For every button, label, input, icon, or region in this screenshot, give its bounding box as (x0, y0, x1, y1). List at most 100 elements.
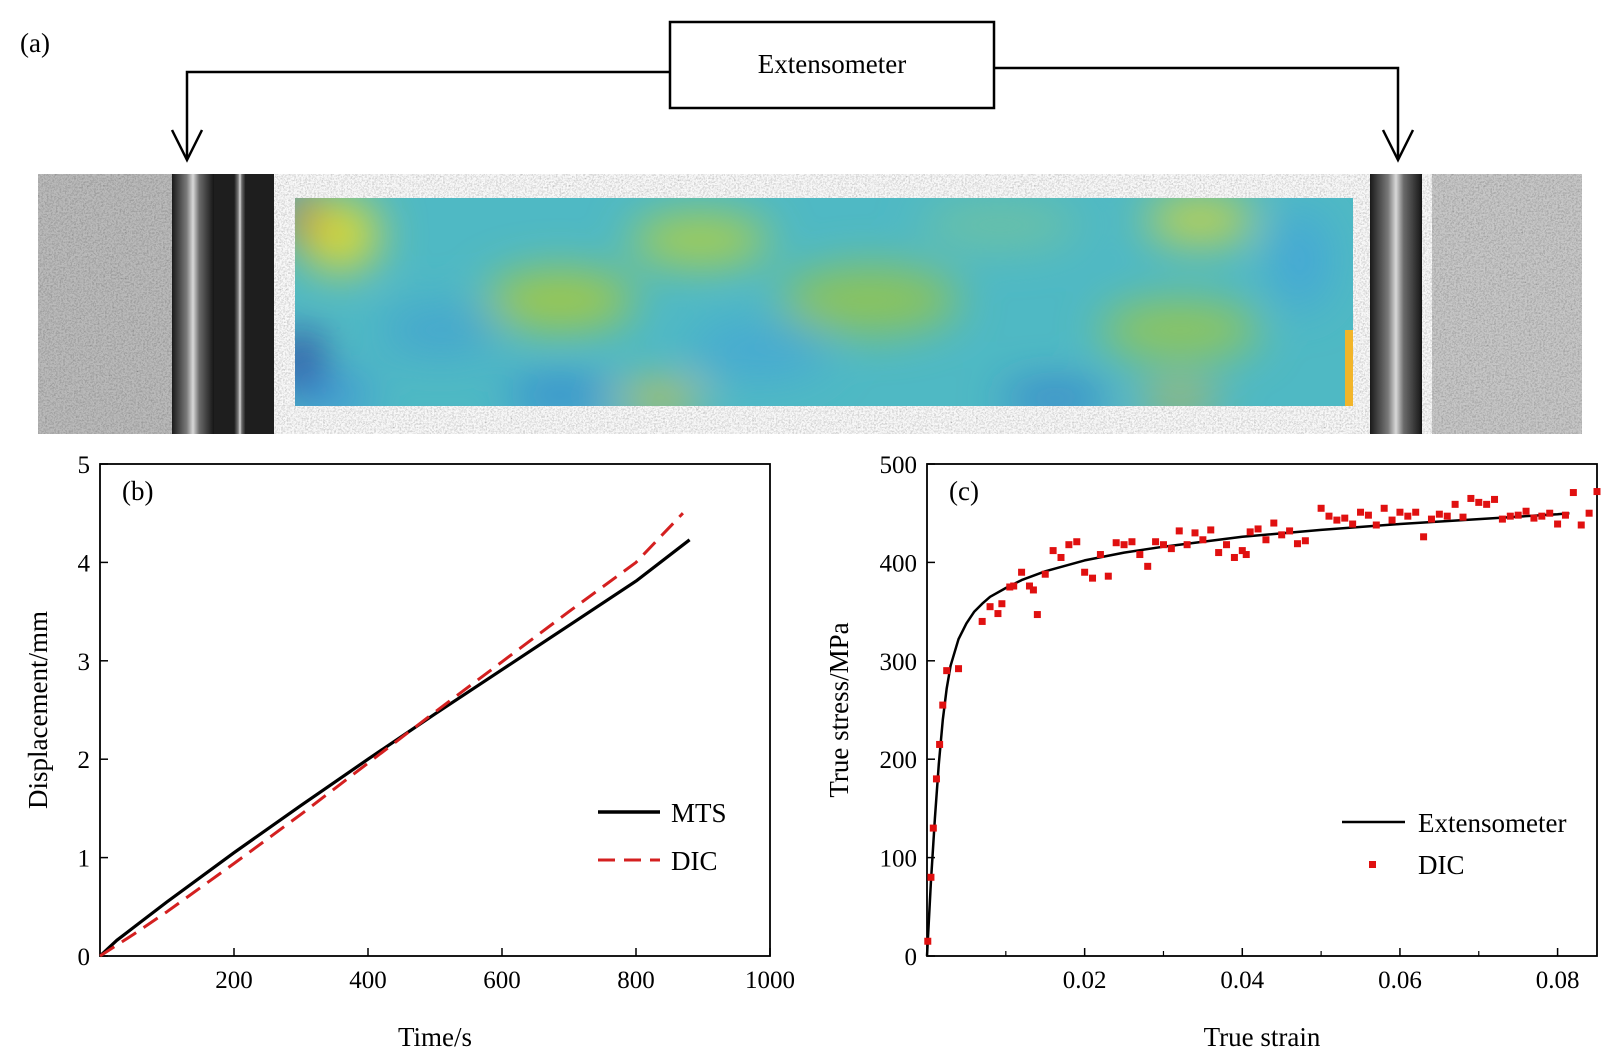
extensometer-callout: Extensometer (170, 20, 1415, 163)
chart-c-dic-point (1018, 568, 1026, 576)
chart-c-dic-point (1230, 553, 1238, 561)
chart-b-y-tick-label: 0 (78, 944, 91, 971)
chart-c-x-tick-label: 0.06 (1378, 967, 1422, 994)
chart-c-dic-point (1491, 495, 1499, 503)
chart-c-dic-point (1538, 512, 1546, 520)
chart-b-x-tick-label: 800 (617, 967, 655, 994)
chart-c-dic-point (936, 740, 944, 748)
extensometer-label: Extensometer (758, 49, 906, 79)
chart-c-dic-point (1104, 572, 1112, 580)
chart-c-dic-point (1286, 527, 1294, 535)
chart-c-series (924, 488, 1601, 957)
chart-c-dic-point (1546, 509, 1554, 517)
chart-c-dic-point (1029, 586, 1037, 594)
chart-c-dic-point (1254, 525, 1262, 533)
chart-c-dic-point (1065, 541, 1073, 549)
chart-c-dic-point (1372, 521, 1380, 529)
specimen-image (38, 174, 1582, 434)
chart-c-dic-point (1451, 500, 1459, 508)
panel-a: (a) Extensometer (20, 20, 1582, 434)
chart-c-dic-point (1270, 519, 1278, 527)
chart-c-dic-point (1554, 520, 1562, 528)
chart-c-y-tick-label: 100 (880, 846, 918, 873)
chart-c-dic-point (994, 610, 1002, 618)
chart-c-dic-point (1120, 541, 1128, 549)
chart-c-dic-point (1333, 516, 1341, 524)
chart-c-dic-point (1443, 512, 1451, 520)
chart-b-y-axis: 0 1 2 3 4 5 (78, 452, 108, 971)
chart-c-dic-point (932, 775, 940, 783)
chart-c-dic-point (1262, 536, 1270, 544)
right-knife-edge (1370, 174, 1422, 434)
chart-c-frame (926, 463, 1598, 957)
extensometer-box (668, 20, 996, 110)
chart-c-dic-point (1006, 583, 1014, 591)
chart-b: (b) 200 400 600 800 1000 0 1 2 3 4 5 Time/s Displ… (23, 452, 795, 1052)
chart-c-y-axis: 0 100 200 300 400 500 (880, 452, 935, 971)
chart-c-x-tick-label: 0.08 (1536, 967, 1580, 994)
chart-c-dic-point (1585, 509, 1593, 517)
chart-b-x-tick-label: 1000 (745, 967, 795, 994)
chart-c-dic-point (1183, 541, 1191, 549)
chart-c-xlabel: True strain (1204, 1022, 1321, 1052)
chart-c-dic-point (1242, 551, 1250, 559)
chart-c-dic-point (1073, 538, 1081, 546)
chart-c-dic-point (1325, 512, 1333, 520)
panel-a-label: (a) (20, 28, 50, 58)
chart-c-dic-point (1498, 515, 1506, 523)
chart-b-y-tick-label: 1 (78, 846, 91, 873)
chart-b-dic-line (99, 512, 684, 958)
legend-mts-label: MTS (671, 798, 727, 828)
chart-c-dic-point (1152, 538, 1160, 546)
chart-c-dic-point (1435, 510, 1443, 518)
chart-c-dic-point (1459, 513, 1467, 521)
chart-c-dic-point (1207, 526, 1215, 534)
chart-b-ylabel: Displacement/mm (23, 611, 53, 809)
chart-c-dic-point (1049, 547, 1057, 555)
legend-dic-label: DIC (671, 846, 718, 876)
chart-c-ylabel: True stress/MPa (824, 622, 854, 797)
chart-c-dic-point (1238, 547, 1246, 555)
chart-c-dic-point (1144, 562, 1152, 570)
chart-c-dic-point (1301, 537, 1309, 545)
chart-c-dic-point (1364, 511, 1372, 519)
chart-c-dic-point (1388, 516, 1396, 524)
chart-b-x-tick-label: 400 (349, 967, 387, 994)
chart-c-dic-point (1278, 531, 1286, 539)
chart-c-dic-point (1215, 549, 1223, 557)
chart-c-panel-label: (c) (949, 476, 979, 506)
dic-strain-field (295, 198, 1353, 406)
chart-b-y-tick-label: 2 (78, 747, 91, 774)
chart-c-legend: Extensometer DIC (1342, 808, 1566, 880)
chart-c-dic-point (1089, 574, 1097, 582)
chart-c-y-tick-label: 0 (905, 944, 918, 971)
chart-c-y-tick-label: 400 (880, 550, 918, 577)
chart-c-dic-point (1159, 541, 1167, 549)
chart-c: (c) 0.02 0.04 0.06 0.08 0 100 200 300 400 500 Tr… (824, 452, 1601, 1052)
chart-c-dic-point (1357, 508, 1365, 516)
chart-c-dic-point (1593, 488, 1601, 496)
chart-c-dic-point (986, 603, 994, 611)
chart-c-dic-point (978, 617, 986, 625)
chart-c-dic-point (1396, 508, 1404, 516)
chart-b-y-tick-label: 3 (78, 649, 91, 676)
chart-c-dic-point (1506, 512, 1514, 520)
chart-c-dic-point (1530, 514, 1538, 522)
chart-c-dic-point (1341, 514, 1349, 522)
chart-c-extensometer-line (925, 511, 1570, 957)
chart-c-dic-point (1412, 508, 1420, 516)
chart-c-dic-point (998, 600, 1006, 608)
chart-c-dic-point (1569, 489, 1577, 497)
chart-b-x-tick-label: 200 (215, 967, 253, 994)
chart-b-xlabel: Time/s (398, 1022, 472, 1052)
chart-c-dic-point (1041, 570, 1049, 578)
chart-c-dic-point (1561, 511, 1569, 519)
chart-b-series (98, 512, 691, 958)
chart-c-dic-point (1404, 512, 1412, 520)
chart-c-dic-point (955, 665, 963, 673)
left-knife-edge-stripe (234, 174, 246, 434)
chart-c-dic-point (1010, 582, 1018, 590)
chart-c-dic-point (1467, 494, 1475, 502)
chart-b-x-tick-label: 600 (483, 967, 521, 994)
chart-c-dic-point (1025, 582, 1033, 590)
